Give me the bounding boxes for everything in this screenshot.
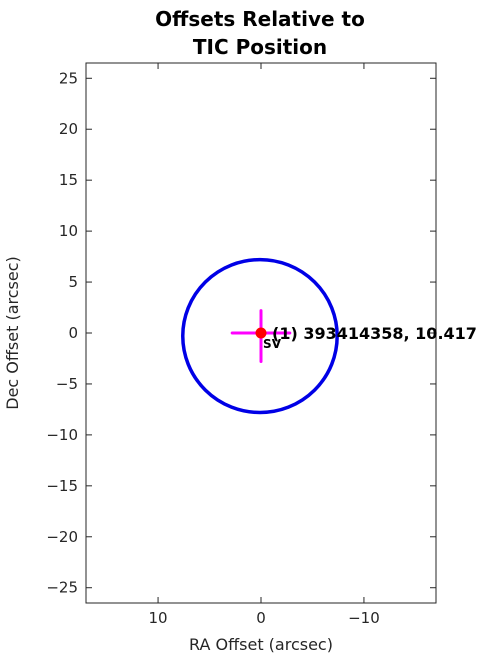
y-axis-label: Dec Offset (arcsec) xyxy=(3,256,22,410)
x-tick-label: 10 xyxy=(149,609,168,627)
y-tick-label: −5 xyxy=(56,375,78,393)
y-tick-label: 15 xyxy=(59,171,78,189)
y-tick-label: −10 xyxy=(46,426,78,444)
y-tick-label: −15 xyxy=(46,477,78,495)
sv-label: SV xyxy=(263,337,282,351)
target-point xyxy=(255,327,267,339)
chart-title-line-2: TIC Position xyxy=(193,35,327,59)
axis-ticks: 25 20 15 10 5 0 −5 −10 −15 −20 −25 10 0 −10 xyxy=(46,63,436,627)
x-tick-label: 0 xyxy=(256,609,266,627)
y-tick-label: 25 xyxy=(59,69,78,87)
y-tick-label: 20 xyxy=(59,120,78,138)
tolerance-circle xyxy=(181,257,339,415)
x-tick-label: −10 xyxy=(348,609,380,627)
x-axis-label: RA Offset (arcsec) xyxy=(189,635,333,654)
target-point-label: (1) 393414358, 10.417 xyxy=(272,324,477,343)
y-tick-label: 5 xyxy=(68,273,78,291)
chart-title-line-1: Offsets Relative to xyxy=(155,7,365,31)
y-tick-label: 0 xyxy=(68,324,78,342)
y-tick-label: 10 xyxy=(59,222,78,240)
y-tick-label: −25 xyxy=(46,579,78,597)
y-tick-label: −20 xyxy=(46,528,78,546)
